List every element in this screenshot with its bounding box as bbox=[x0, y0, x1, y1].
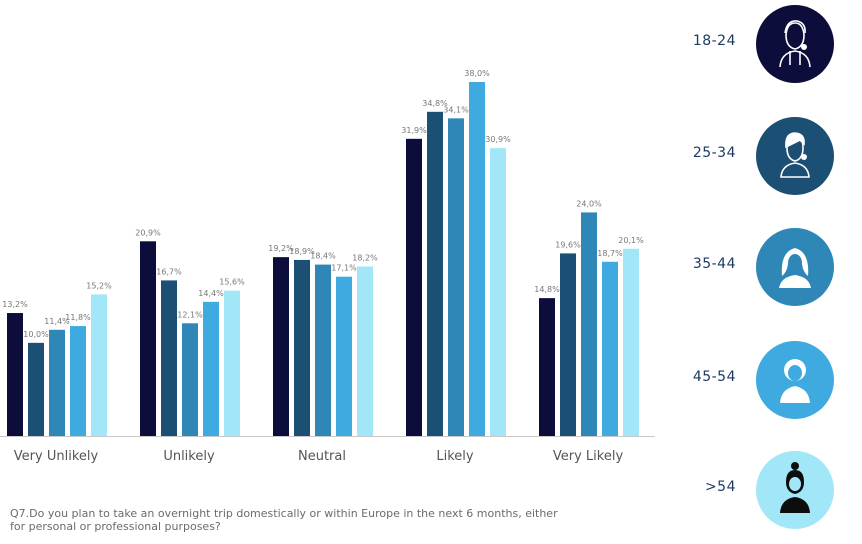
bar->54-very-likely bbox=[623, 248, 639, 436]
value-label: 14,4% bbox=[198, 289, 224, 298]
bar-18-24-very-likely bbox=[539, 298, 555, 436]
value-label: 12,1% bbox=[177, 310, 203, 319]
value-label: 19,2% bbox=[268, 244, 294, 253]
bar-25-34-neutral bbox=[294, 259, 310, 436]
man-icon bbox=[756, 117, 834, 195]
bar->54-neutral bbox=[357, 266, 373, 436]
bar-45-54-very-likely bbox=[602, 261, 618, 436]
bar-25-34-unlikely bbox=[161, 280, 177, 436]
bar-25-34-likely bbox=[427, 111, 443, 437]
bar-45-54-neutral bbox=[336, 276, 352, 436]
bar-45-54-likely bbox=[469, 82, 485, 436]
value-label: 38,0% bbox=[464, 69, 490, 78]
bar->54-unlikely bbox=[224, 290, 240, 436]
legend-item-18-24: 18-24 bbox=[670, 5, 850, 83]
grouped-bar-chart: 13,2% 10,0% 11,4%11,8% 15,2% Very Unlikely 20… bbox=[0, 69, 655, 464]
legend-item-25-34: 25-34 bbox=[670, 117, 850, 195]
category-label-neutral: Neutral bbox=[298, 449, 346, 464]
value-label: 15,2% bbox=[86, 281, 112, 290]
legend-label-25-34: 25-34 bbox=[692, 145, 736, 161]
value-label: 24,0% bbox=[576, 199, 602, 208]
legend-item-over-54: >54 bbox=[670, 451, 850, 529]
value-label: 18,2% bbox=[352, 253, 378, 262]
value-label: 19,6% bbox=[555, 240, 581, 249]
bar-18-24-neutral bbox=[273, 257, 289, 436]
bar-45-54-unlikely bbox=[203, 301, 219, 436]
bar-25-34-very-likely bbox=[560, 253, 576, 436]
value-label: 16,7% bbox=[156, 267, 182, 276]
value-label: 20,9% bbox=[135, 228, 161, 237]
legend-label-35-44: 35-44 bbox=[692, 256, 736, 272]
value-label: 11,8% bbox=[65, 313, 91, 322]
bar-45-54-very-unlikely bbox=[70, 326, 86, 436]
value-label: 17,1% bbox=[331, 264, 357, 273]
category-label-likely: Likely bbox=[436, 449, 474, 464]
value-label: 18,4% bbox=[310, 252, 336, 261]
category-label-very-unlikely: Very Unlikely bbox=[14, 449, 99, 464]
category-label-unlikely: Unlikely bbox=[163, 449, 215, 464]
bar-25-34-very-unlikely bbox=[28, 342, 44, 436]
bar-35-44-neutral bbox=[315, 264, 331, 436]
bar->54-likely bbox=[490, 148, 506, 437]
value-label: 18,7% bbox=[597, 249, 623, 258]
legend-label-18-24: 18-24 bbox=[692, 33, 736, 49]
woman-icon bbox=[756, 228, 834, 306]
value-label: 13,2% bbox=[2, 300, 28, 309]
value-label: 31,9% bbox=[401, 126, 427, 135]
bar->54-very-unlikely bbox=[91, 294, 107, 436]
value-label: 18,9% bbox=[289, 247, 315, 256]
bar-18-24-unlikely bbox=[140, 241, 156, 436]
older-woman-icon bbox=[756, 451, 834, 529]
bar-35-44-unlikely bbox=[182, 323, 198, 436]
value-label: 14,8% bbox=[534, 285, 560, 294]
legend-item-45-54: 45-54 bbox=[670, 341, 850, 419]
category-label-very-likely: Very Likely bbox=[553, 449, 624, 464]
value-label: 30,9% bbox=[485, 135, 511, 144]
value-label: 20,1% bbox=[618, 236, 644, 245]
bar-35-44-very-unlikely bbox=[49, 329, 65, 436]
bar-18-24-likely bbox=[406, 138, 422, 437]
legend-label-over-54: >54 bbox=[704, 479, 736, 495]
survey-question-note: Q7.Do you plan to take an overnight trip… bbox=[10, 507, 558, 533]
value-label: 11,4% bbox=[44, 317, 70, 326]
bar-35-44-likely bbox=[448, 118, 464, 437]
legend-label-45-54: 45-54 bbox=[692, 369, 736, 385]
value-label: 15,6% bbox=[219, 278, 245, 287]
value-label: 10,0% bbox=[23, 330, 49, 339]
legend-item-35-44: 35-44 bbox=[670, 228, 850, 306]
person-icon bbox=[756, 341, 834, 419]
young-man-icon bbox=[756, 5, 834, 83]
value-label: 34,1% bbox=[443, 105, 469, 114]
bar-18-24-very-unlikely bbox=[7, 313, 23, 436]
bar-35-44-very-likely bbox=[581, 212, 597, 436]
value-label: 34,8% bbox=[422, 99, 448, 108]
